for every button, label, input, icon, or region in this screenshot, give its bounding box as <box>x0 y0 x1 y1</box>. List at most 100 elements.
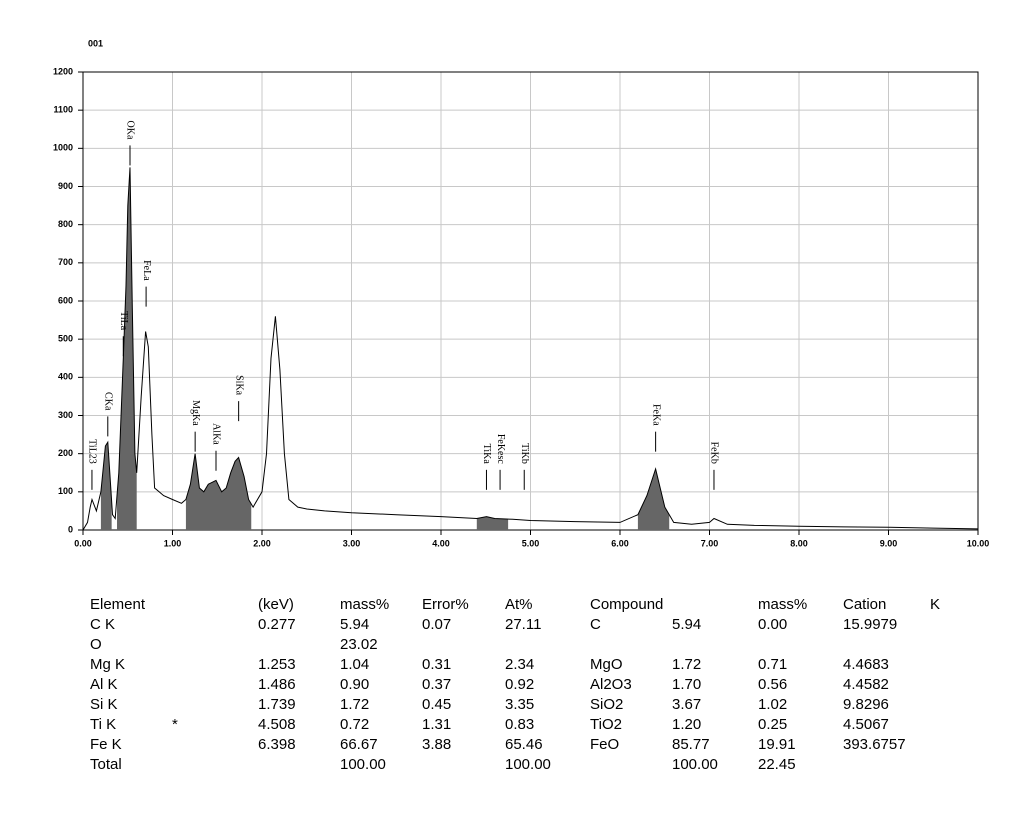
table-cell: 0.92 <box>505 676 535 693</box>
table-cell: 1.72 <box>672 656 702 673</box>
x-tick-label: 4.00 <box>432 538 450 548</box>
table-cell: 393.6757 <box>843 736 906 753</box>
table-cell: * <box>172 716 178 733</box>
x-tick-label: 0.00 <box>74 538 92 548</box>
table-cell: 22.45 <box>758 756 796 773</box>
table-cell: Al K <box>90 676 118 693</box>
table-cell: 4.5067 <box>843 716 889 733</box>
chart-title: 001 <box>88 38 103 48</box>
table-cell: FeO <box>590 736 620 753</box>
table-cell: Total <box>90 756 122 773</box>
table-cell: 1.02 <box>758 696 788 713</box>
table-cell: C K <box>90 616 116 633</box>
table-cell: 1.72 <box>340 696 370 713</box>
x-tick-label: 3.00 <box>343 538 361 548</box>
x-tick-label: 8.00 <box>790 538 808 548</box>
table-cell: Ti K <box>90 716 117 733</box>
peak-label: CKa <box>102 392 113 411</box>
y-tick-label: 500 <box>58 334 73 344</box>
y-tick-label: 900 <box>58 181 73 191</box>
table-cell: 100.00 <box>340 756 386 773</box>
y-tick-label: 0 <box>68 524 73 534</box>
table-cell: SiO2 <box>590 696 624 713</box>
x-tick-label: 9.00 <box>880 538 898 548</box>
peak-label: SiKa <box>233 375 244 396</box>
table-cell: 19.91 <box>758 736 796 753</box>
table-cell: 85.77 <box>672 736 710 753</box>
table-header: Compound <box>590 596 664 613</box>
table-cell: 100.00 <box>672 756 718 773</box>
y-tick-label: 200 <box>58 448 73 458</box>
table-cell: 0.277 <box>258 616 296 633</box>
y-tick-label: 1000 <box>53 143 73 153</box>
table-cell: 0.25 <box>758 716 788 733</box>
peak-fill <box>100 442 112 530</box>
table-cell: 1.04 <box>340 656 370 673</box>
peak-label: FeKesc <box>495 434 506 465</box>
table-header: K <box>930 596 941 613</box>
table-cell: 4.508 <box>258 716 296 733</box>
table-cell: 65.46 <box>505 736 543 753</box>
table-header: At% <box>505 596 533 613</box>
table-cell: 3.35 <box>505 696 535 713</box>
table-header: Element <box>90 596 146 613</box>
x-tick-label: 2.00 <box>253 538 271 548</box>
table-cell: 0.45 <box>422 696 452 713</box>
table-cell: 1.31 <box>422 716 452 733</box>
peak-label: FeKb <box>709 442 720 464</box>
table-cell: Mg K <box>90 656 126 673</box>
x-tick-label: 1.00 <box>164 538 182 548</box>
table-cell: 0.00 <box>758 616 788 633</box>
table-cell: 0.31 <box>422 656 452 673</box>
table-header: mass% <box>758 596 808 613</box>
table-header: (keV) <box>258 596 294 613</box>
table-cell: 0.83 <box>505 716 535 733</box>
table-cell: 4.4582 <box>843 676 889 693</box>
peak-label: TiLa <box>118 311 129 331</box>
y-tick-label: 300 <box>58 410 73 420</box>
table-cell: 0.37 <box>422 676 452 693</box>
table-cell: 5.94 <box>672 616 702 633</box>
peak-fill <box>117 167 137 530</box>
table-cell: 0.71 <box>758 656 788 673</box>
peak-fill <box>185 453 252 530</box>
y-tick-label: 600 <box>58 295 73 305</box>
peak-label: TiL23 <box>87 439 98 464</box>
table-header: Cation <box>843 596 887 613</box>
peak-label: FeLa <box>141 260 152 281</box>
x-tick-label: 5.00 <box>522 538 540 548</box>
table-cell: 9.8296 <box>843 696 889 713</box>
peak-label: TiKb <box>519 443 530 464</box>
table-header: mass% <box>340 596 390 613</box>
table-cell: 1.486 <box>258 676 296 693</box>
table-cell: C <box>590 616 601 633</box>
peak-label: MgKa <box>190 400 201 426</box>
y-tick-label: 700 <box>58 257 73 267</box>
y-tick-label: 100 <box>58 486 73 496</box>
table-cell: 1.253 <box>258 656 296 673</box>
table-cell: 100.00 <box>505 756 551 773</box>
x-tick-label: 6.00 <box>611 538 629 548</box>
table-cell: 0.90 <box>340 676 370 693</box>
table-cell: 1.20 <box>672 716 702 733</box>
table-cell: 0.72 <box>340 716 370 733</box>
table-cell: 0.07 <box>422 616 452 633</box>
table-cell: 27.11 <box>505 616 542 633</box>
spectrum-line <box>82 167 979 531</box>
peak-label: TiKa <box>481 444 492 465</box>
table-cell: 1.70 <box>672 676 702 693</box>
table-cell: 4.4683 <box>843 656 889 673</box>
table-cell: O <box>90 636 102 653</box>
x-tick-label: 7.00 <box>701 538 719 548</box>
table-header: Error% <box>422 596 469 613</box>
peak-fill <box>476 516 509 530</box>
peak-label: FeKa <box>650 404 661 426</box>
peak-fill <box>637 468 670 530</box>
table-cell: Si K <box>90 696 118 713</box>
x-tick-label: 10.00 <box>967 538 990 548</box>
table-cell: 2.34 <box>505 656 535 673</box>
table-cell: 3.67 <box>672 696 702 713</box>
table-cell: Al2O3 <box>590 676 632 693</box>
table-cell: MgO <box>590 656 623 673</box>
